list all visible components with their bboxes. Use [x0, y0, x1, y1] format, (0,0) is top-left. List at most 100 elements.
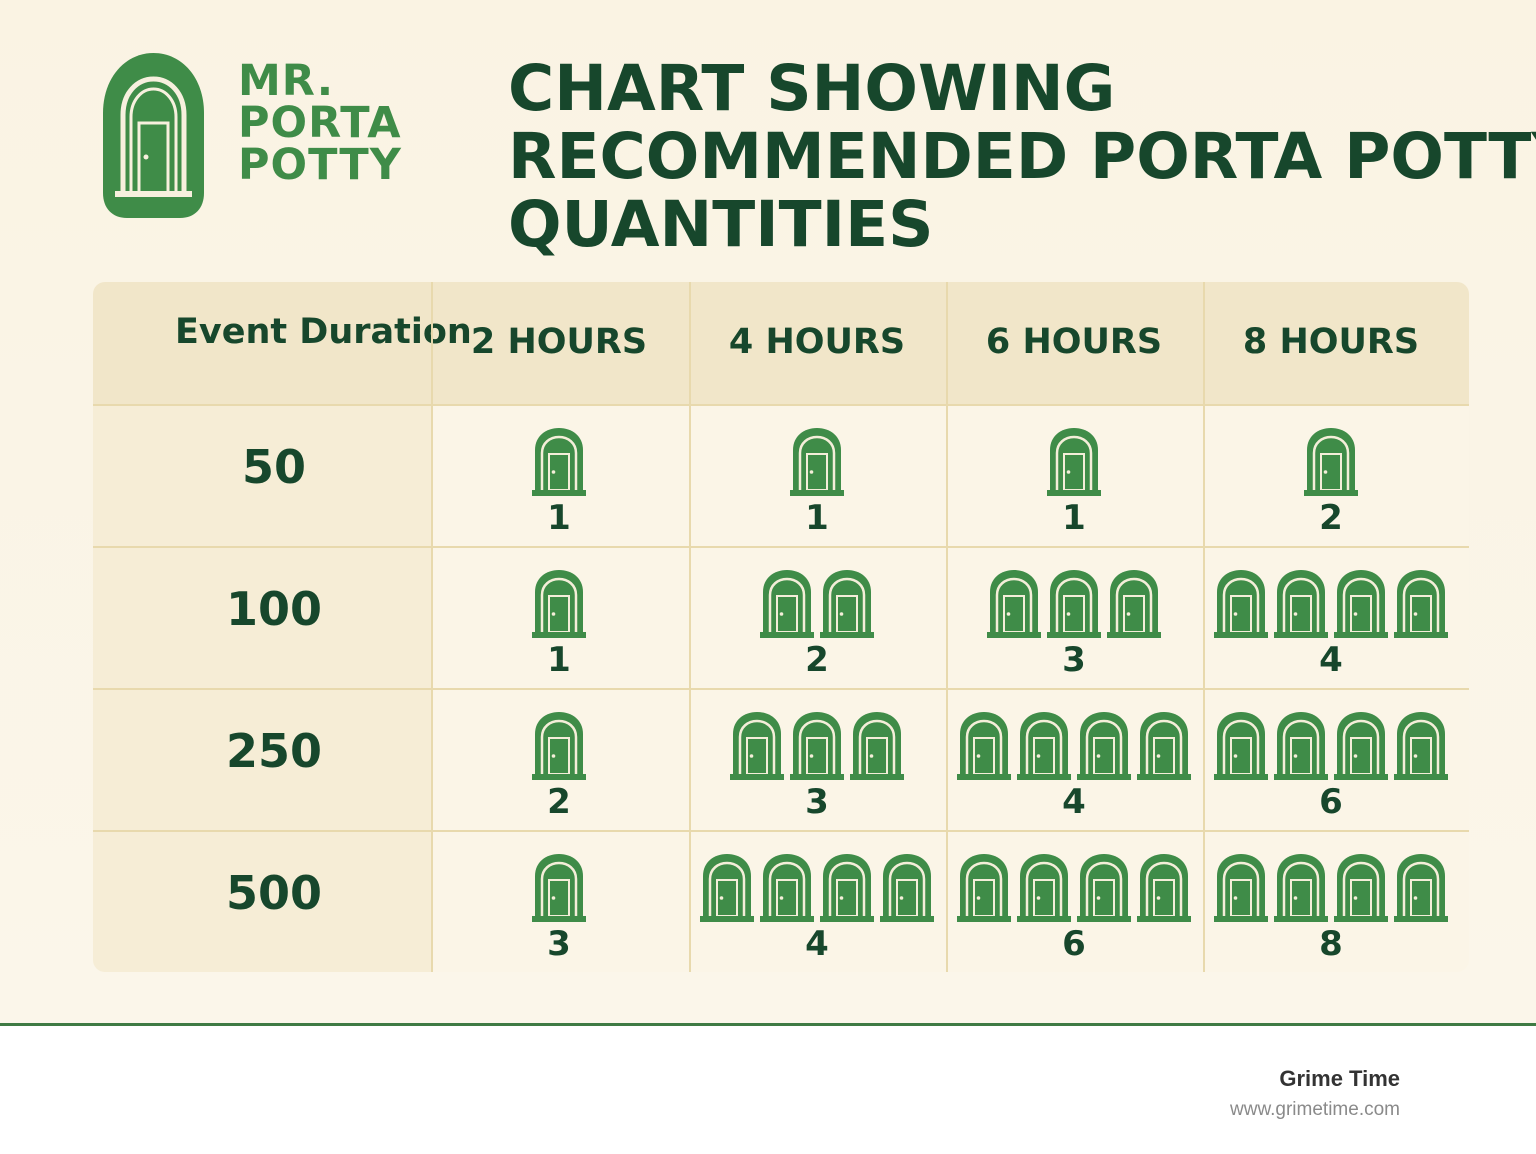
- quantity-value: 3: [1062, 640, 1086, 680]
- porta-potty-icon: [1015, 710, 1073, 782]
- quantity-value: 4: [1062, 782, 1086, 822]
- quantity-value: 1: [547, 498, 571, 538]
- brand-line: MR.: [238, 56, 335, 106]
- porta-potty-icon: [788, 426, 846, 498]
- quantity-value: 2: [805, 640, 829, 680]
- porta-potty-icon: [1075, 710, 1133, 782]
- quantity-cell: 2: [1203, 404, 1459, 544]
- porta-potty-icon: [1392, 852, 1450, 924]
- porta-potty-icon-group: [431, 424, 687, 498]
- porta-potty-icon: [1392, 568, 1450, 640]
- porta-potty-icon: [530, 852, 588, 924]
- column-divider: [431, 282, 433, 972]
- quantity-cell: 8: [1203, 830, 1459, 970]
- porta-potty-icon: [530, 426, 588, 498]
- quantity-value: 2: [1319, 498, 1343, 538]
- chart-title: CHART SHOWING RECOMMENDED PORTA POTTY QU…: [508, 55, 1536, 259]
- column-header: 4 HOURS: [728, 322, 906, 362]
- porta-potty-icon-group: [1203, 708, 1459, 782]
- quantity-cell: 3: [431, 830, 687, 970]
- porta-potty-icon: [1045, 568, 1103, 640]
- porta-potty-icon: [1075, 852, 1133, 924]
- quantity-cell: 1: [431, 404, 687, 544]
- porta-potty-icon: [1332, 710, 1390, 782]
- quantity-value: 1: [805, 498, 829, 538]
- row-divider: [93, 830, 1469, 832]
- porta-potty-icon: [530, 710, 588, 782]
- porta-potty-icon: [1272, 568, 1330, 640]
- quantity-value: 1: [547, 640, 571, 680]
- porta-potty-icon: [1045, 426, 1103, 498]
- footer-url: www.grimetime.com: [1230, 1099, 1400, 1120]
- quantity-cell: 3: [689, 688, 945, 828]
- porta-potty-icon: [1332, 852, 1390, 924]
- porta-potty-icon-group: [946, 708, 1202, 782]
- quantity-cell: 3: [946, 546, 1202, 686]
- porta-potty-icon-group: [946, 424, 1202, 498]
- brand-name: MR. PORTA POTTY: [238, 56, 402, 187]
- porta-potty-icon: [818, 852, 876, 924]
- porta-potty-icon-group: [431, 566, 687, 640]
- quantity-cell: 4: [946, 688, 1202, 828]
- column-header: 6 HOURS: [985, 322, 1163, 362]
- porta-potty-logo-icon: [103, 53, 204, 218]
- porta-potty-icon: [955, 852, 1013, 924]
- column-divider: [946, 282, 948, 972]
- brand-line: PORTA: [238, 98, 402, 148]
- column-divider: [689, 282, 691, 972]
- porta-potty-icon-group: [946, 566, 1202, 640]
- quantity-value: 3: [805, 782, 829, 822]
- row-divider: [93, 688, 1469, 690]
- quantity-cell: 4: [689, 830, 945, 970]
- quantity-cell: 6: [1203, 688, 1459, 828]
- row-divider: [93, 404, 1469, 406]
- porta-potty-icon: [530, 568, 588, 640]
- porta-potty-icon-group: [689, 708, 945, 782]
- quantity-cell: 4: [1203, 546, 1459, 686]
- quantity-value: 6: [1062, 924, 1086, 964]
- porta-potty-icon: [848, 710, 906, 782]
- porta-potty-icon: [955, 710, 1013, 782]
- footer: Grime Time www.grimetime.com: [0, 1026, 1536, 1154]
- infographic: MR. PORTA POTTY CHART SHOWING RECOMMENDE…: [0, 0, 1536, 1025]
- porta-potty-icon-group: [431, 850, 687, 924]
- porta-potty-icon: [698, 852, 756, 924]
- porta-potty-icon-group: [431, 708, 687, 782]
- column-divider: [1203, 282, 1205, 972]
- porta-potty-icon-group: [1203, 424, 1459, 498]
- porta-potty-icon: [1272, 710, 1330, 782]
- row-label-attendees: 250: [225, 724, 323, 778]
- porta-potty-icon-group: [689, 566, 945, 640]
- quantity-value: 4: [1319, 640, 1343, 680]
- porta-potty-icon: [1135, 852, 1193, 924]
- row-label-attendees: 100: [225, 582, 323, 636]
- porta-potty-icon: [1015, 852, 1073, 924]
- title-line: RECOMMENDED PORTA POTTY: [508, 120, 1536, 193]
- quantity-cell: 6: [946, 830, 1202, 970]
- row-header-label: Event Duration: [175, 312, 472, 352]
- quantity-value: 3: [547, 924, 571, 964]
- porta-potty-icon: [1135, 710, 1193, 782]
- quantity-cell: 2: [689, 546, 945, 686]
- porta-potty-icon: [788, 710, 846, 782]
- title-line: QUANTITIES: [508, 188, 934, 261]
- quantity-cell: 2: [431, 688, 687, 828]
- title-line: CHART SHOWING: [508, 52, 1116, 125]
- footer-divider: [0, 1023, 1536, 1026]
- quantity-table: Event Duration 2 HOURS 4 HOURS 6 HOURS 8 HO…: [93, 282, 1469, 972]
- row-label-attendees: 500: [225, 866, 323, 920]
- quantity-cell: 1: [431, 546, 687, 686]
- porta-potty-icon: [728, 710, 786, 782]
- quantity-value: 6: [1319, 782, 1343, 822]
- porta-potty-icon: [758, 852, 816, 924]
- row-label-attendees: 50: [241, 440, 306, 494]
- quantity-cell: 1: [689, 404, 945, 544]
- porta-potty-icon: [1272, 852, 1330, 924]
- porta-potty-icon-group: [689, 424, 945, 498]
- quantity-value: 8: [1319, 924, 1343, 964]
- quantity-value: 4: [805, 924, 829, 964]
- porta-potty-icon: [1392, 710, 1450, 782]
- porta-potty-icon: [1212, 568, 1270, 640]
- porta-potty-icon: [1302, 426, 1360, 498]
- porta-potty-icon: [818, 568, 876, 640]
